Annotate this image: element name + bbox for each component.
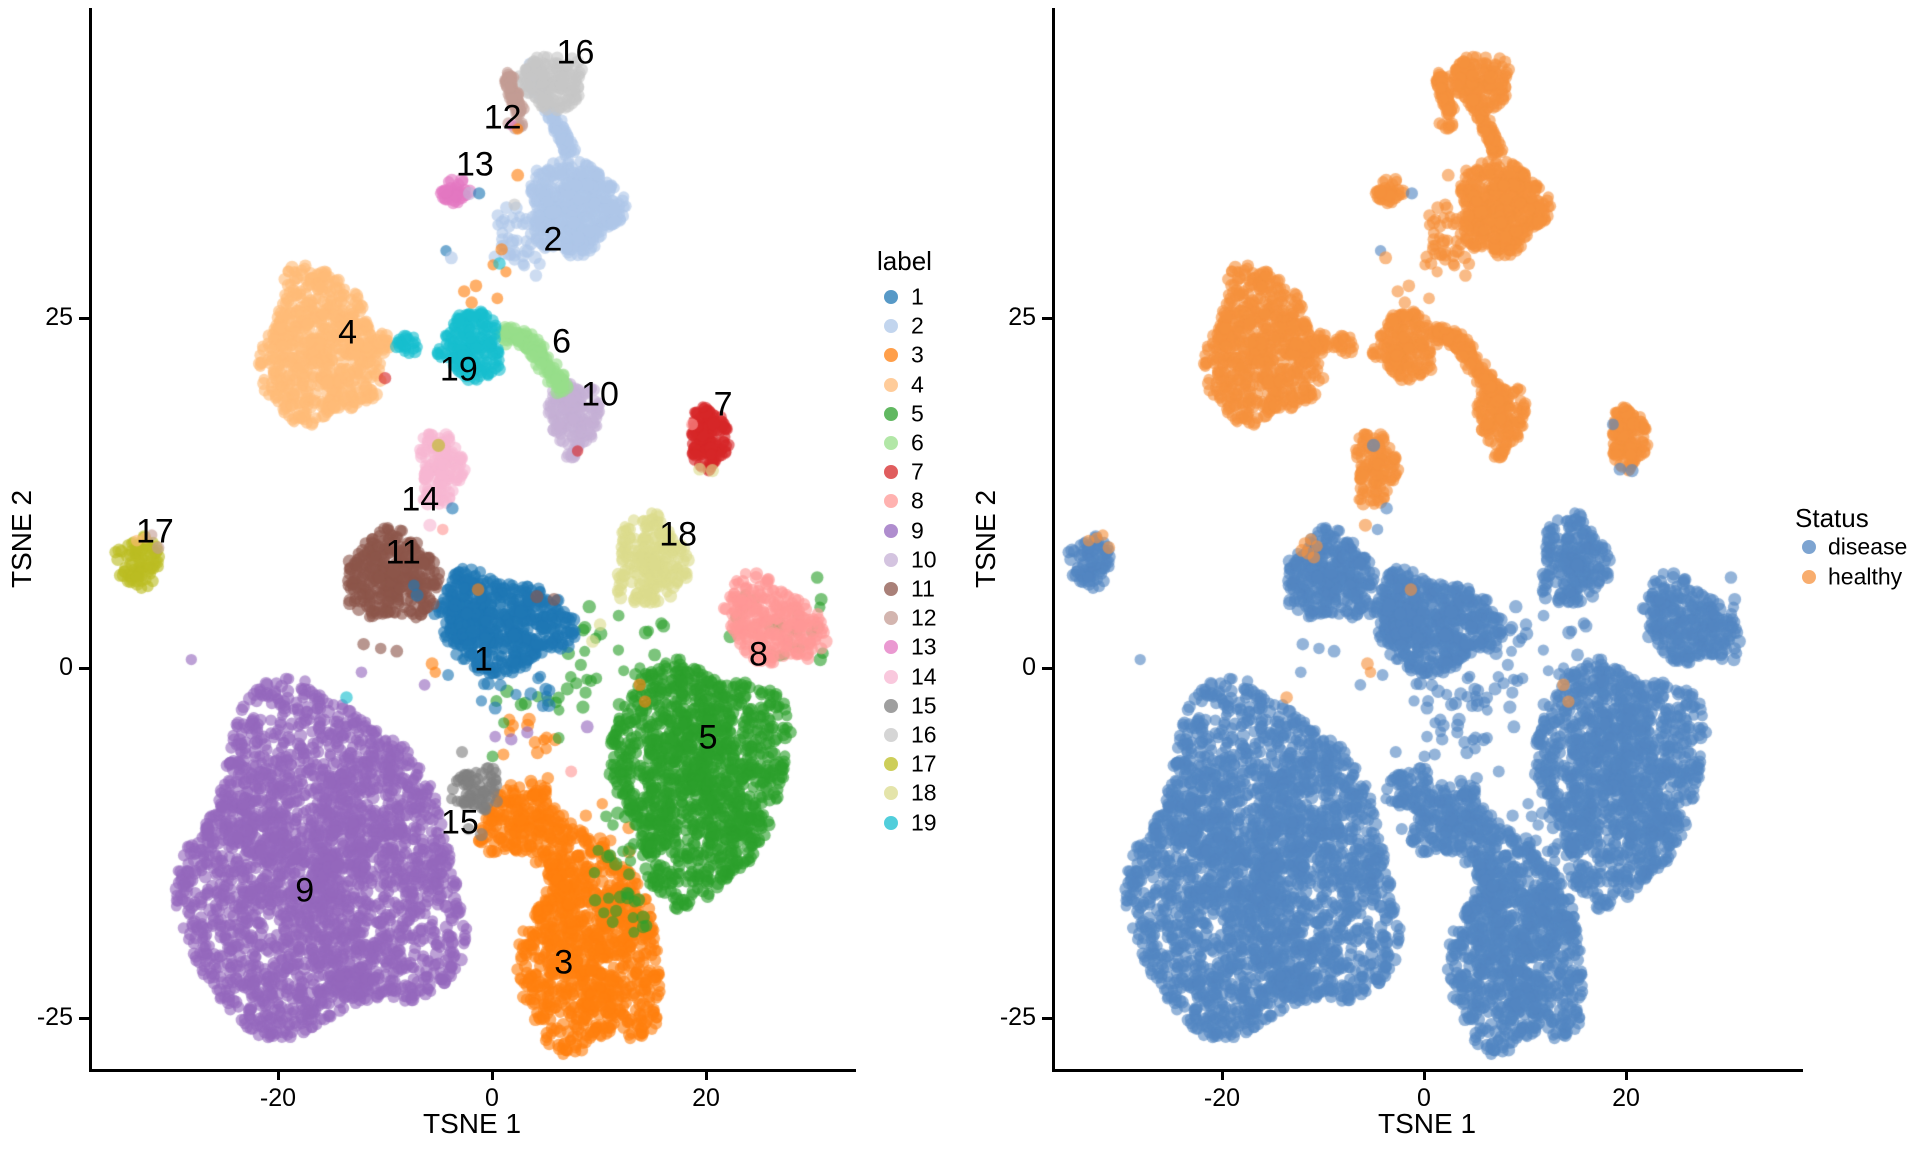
- legend-entry-label: disease: [1828, 533, 1908, 560]
- x-tick-label: -20: [1203, 1084, 1241, 1112]
- y-tick-mark: [1042, 666, 1052, 670]
- legend-entry-label: 3: [911, 341, 924, 368]
- cluster-annotation: 9: [295, 871, 315, 910]
- legend-swatch: [884, 523, 898, 538]
- y-tick-label: -25: [999, 1003, 1036, 1031]
- cluster-annotation: 18: [659, 515, 698, 554]
- legend-swatch: [884, 669, 898, 684]
- legend-swatch: [1802, 570, 1816, 584]
- legend-entry-label: 7: [911, 458, 924, 485]
- legend-entry-label: 4: [911, 371, 924, 398]
- legend-swatch: [884, 290, 898, 304]
- legend-swatch: [884, 319, 898, 334]
- x-tick-mark: [704, 1070, 708, 1080]
- legend-entry-label: 14: [911, 663, 937, 690]
- left-x-axis-title: TSNE 1: [422, 1108, 522, 1139]
- legend-entry-label: 19: [911, 809, 937, 836]
- legend-entry-label: 13: [911, 633, 937, 660]
- legend-swatch: [884, 640, 898, 655]
- cluster-annotation: 17: [136, 512, 174, 551]
- cluster-annotation: 1: [473, 640, 493, 679]
- y-tick-mark: [79, 666, 89, 670]
- legend-entry-label: 5: [911, 400, 924, 427]
- legend-swatch: [884, 786, 898, 801]
- y-tick-label: 0: [59, 653, 73, 681]
- x-tick-mark: [1624, 1070, 1628, 1080]
- cluster-annotation: 15: [440, 803, 479, 842]
- cluster-annotation: 8: [748, 635, 768, 674]
- cluster-annotation: 5: [698, 718, 718, 757]
- legend-swatch: [884, 728, 898, 742]
- legend-swatch: [884, 465, 898, 480]
- cluster-annotation: 3: [554, 943, 574, 982]
- x-tick-mark: [1220, 1070, 1224, 1080]
- right-x-axis-title: TSNE 1: [1377, 1108, 1477, 1139]
- legend-entry-label: 12: [911, 604, 937, 631]
- cluster-annotation: 2: [543, 220, 563, 259]
- legend-entry-label: 18: [911, 779, 937, 806]
- x-tick-label: 0: [1417, 1084, 1431, 1112]
- cluster-annotation: 12: [483, 98, 522, 137]
- legend-entry-label: healthy: [1828, 563, 1903, 590]
- cluster-annotation: 13: [455, 145, 494, 184]
- right-panel-x-axis-line: [1052, 1069, 1803, 1072]
- legend-entry-label: 16: [911, 721, 937, 748]
- y-tick-label: 0: [1022, 653, 1036, 681]
- legend-entry-label: 10: [911, 546, 937, 573]
- x-tick-label: 0: [485, 1084, 499, 1112]
- left-panel-y-axis-line: [89, 8, 92, 1072]
- y-tick-mark: [79, 316, 89, 320]
- cluster-annotation: 16: [556, 33, 595, 72]
- legend-swatch: [884, 494, 898, 509]
- legend-entry-label: 8: [911, 487, 924, 514]
- x-tick-label: -20: [259, 1084, 297, 1112]
- legend-swatch: [1802, 540, 1816, 554]
- legend-swatch: [884, 582, 898, 596]
- legend-status-title: Status: [1795, 503, 1869, 533]
- legend-swatch: [884, 698, 898, 713]
- y-tick-mark: [79, 1016, 89, 1020]
- y-tick-label: 25: [45, 303, 73, 331]
- x-tick-mark: [276, 1070, 280, 1080]
- legend-entry-label: 1: [911, 283, 924, 310]
- legend-swatch: [884, 406, 898, 421]
- x-tick-mark: [1422, 1070, 1426, 1080]
- cluster-annotation: 6: [552, 322, 572, 361]
- y-tick-mark: [1042, 1016, 1052, 1020]
- x-tick-label: 20: [692, 1084, 720, 1112]
- legend-label-title: label: [877, 246, 932, 276]
- legend-swatch: [884, 348, 898, 363]
- cluster-annotation: 19: [439, 350, 478, 389]
- legend-entry-label: 17: [911, 750, 937, 777]
- cluster-annotation: 10: [581, 375, 619, 414]
- cluster-annotation: 4: [338, 313, 358, 352]
- x-tick-label: 20: [1612, 1084, 1640, 1112]
- left-panel-x-axis-line: [89, 1069, 856, 1072]
- x-tick-mark: [490, 1070, 494, 1080]
- y-tick-mark: [1042, 316, 1052, 320]
- cluster-annotation: 14: [401, 480, 440, 519]
- legend-swatch: [884, 377, 898, 392]
- legend-entry-label: 6: [911, 429, 924, 456]
- y-tick-label: -25: [36, 1003, 73, 1031]
- legend-swatch: [884, 757, 898, 772]
- left-y-axis-title: TSNE 2: [6, 489, 37, 589]
- legend-entry-label: 11: [911, 575, 935, 602]
- legend-entry-label: 15: [911, 692, 937, 719]
- right-panel-y-axis-line: [1052, 8, 1055, 1072]
- y-tick-label: 25: [1008, 303, 1036, 331]
- right-y-axis-title: TSNE 2: [970, 489, 1001, 589]
- legend-swatch: [884, 611, 898, 626]
- legend-swatch: [884, 552, 898, 567]
- legend-entry-label: 9: [911, 517, 924, 544]
- cluster-annotation: 11: [385, 533, 421, 572]
- legend-entry-label: 2: [911, 312, 924, 339]
- legend-swatch: [884, 436, 898, 450]
- cluster-annotation: 7: [713, 385, 733, 424]
- legend-swatch: [884, 815, 898, 830]
